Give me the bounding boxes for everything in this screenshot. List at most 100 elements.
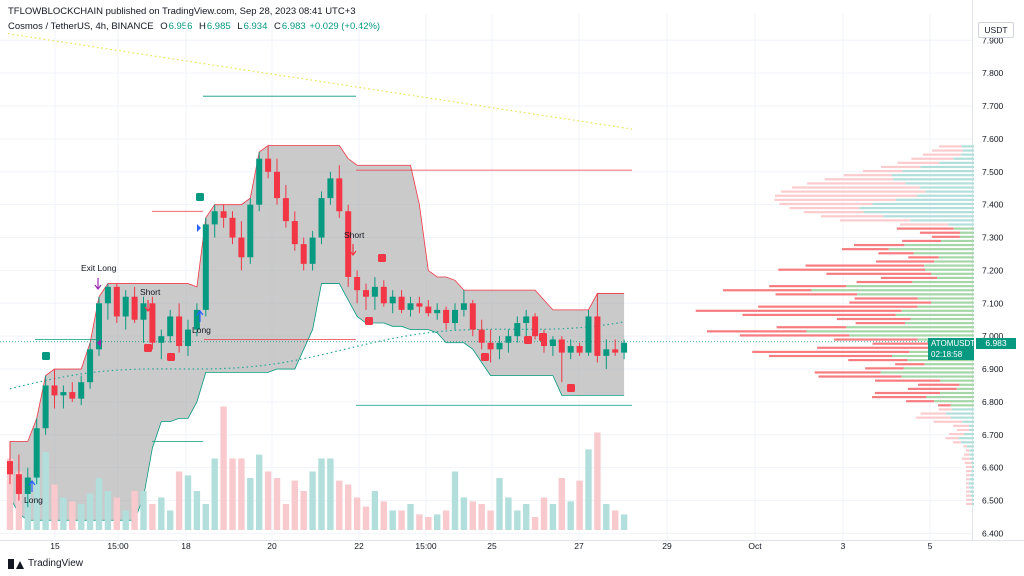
time-axis[interactable]: 15 15:00 18 20 22 15:00 25 27 29 Oct 3 5 (50, 541, 932, 551)
candle-body (300, 244, 307, 264)
time-tick-label: 15:00 (415, 541, 437, 551)
time-tick-label: 25 (487, 541, 497, 551)
volume-profile-bar-down (805, 264, 925, 267)
candle-body (523, 316, 530, 324)
price-tick-label: 7.100 (982, 298, 1004, 308)
volume-profile-bar-down (907, 387, 957, 390)
volume-profile-bar-down (875, 379, 941, 382)
volume-profile-bar-up (888, 248, 974, 251)
volume-bar (6, 458, 14, 530)
volume-bar (576, 480, 583, 530)
volume-profile-bar-down (820, 215, 884, 218)
candle-body (371, 286, 378, 297)
volume-profile-bar-up (846, 326, 974, 329)
price-tick-label: 7.700 (982, 101, 1004, 111)
volume-profile-bar-up (953, 157, 974, 160)
volume-profile-bar-up (907, 359, 974, 362)
volume-profile-bar-up (917, 194, 974, 197)
candle-body (104, 286, 111, 304)
volume-profile-bar-up (912, 280, 974, 284)
volume-profile-bar-up (970, 494, 974, 497)
volume-profile-bar-up (891, 174, 974, 177)
volume-profile-bar-up (969, 453, 974, 456)
volume-profile-bar-up (969, 449, 974, 452)
volume-profile-bar-down (966, 494, 971, 497)
volume-profile-bar-down (881, 165, 921, 169)
volume-profile-bar-up (895, 313, 974, 317)
volume-profile-bar-up (913, 252, 974, 255)
currency-selector[interactable]: USDT (978, 22, 1014, 38)
volume-bar (78, 504, 85, 530)
volume-profile-bar-down (966, 469, 972, 473)
volume-bar (273, 478, 281, 530)
volume-profile-bar-down (908, 256, 939, 259)
candle-body (7, 461, 13, 475)
volume-bar (434, 514, 441, 530)
volume-bar (612, 510, 619, 530)
volume-bar (184, 475, 192, 530)
price-tick-label: 6.500 (982, 496, 1004, 506)
candle-body (594, 316, 601, 356)
candle-body (460, 303, 467, 310)
volume-profile-bar-down (839, 219, 911, 222)
volume-bar (113, 497, 120, 530)
volume-profile-bar-down (792, 186, 920, 189)
volume-profile-bar-down (803, 211, 864, 214)
volume-profile-bar-down (768, 354, 893, 358)
volume-bar (131, 491, 138, 530)
volume-profile-bar-up (959, 235, 974, 238)
volume-profile-bar-up (945, 412, 974, 415)
candle-body (176, 316, 183, 347)
volume-profile-bar-down (953, 441, 961, 444)
volume-profile-bar-up (931, 272, 974, 275)
volume-profile-bar-up (895, 198, 974, 201)
volume-profile-bar-up (924, 264, 974, 267)
volume-profile-bar-down (932, 149, 963, 152)
volume-profile-bar-up (967, 445, 974, 448)
volume-profile-bar-up (925, 268, 974, 271)
open-label: O (160, 21, 168, 32)
volume-profile-bar-down (896, 227, 954, 230)
volume-profile-bar-down (902, 239, 942, 243)
candle-body (532, 316, 539, 337)
volume-bar (42, 452, 49, 530)
volume-profile-bar-down (818, 375, 902, 378)
candle-body (576, 346, 583, 353)
time-tick-label: 15 (50, 541, 60, 551)
volume-bar (175, 471, 183, 530)
volume-bar (229, 458, 236, 530)
volume-profile-bar-down (900, 223, 949, 226)
candle-body (558, 339, 565, 353)
volume-profile-bar-down (723, 289, 812, 292)
volume-bar (149, 504, 156, 530)
sell-signal-icon (567, 384, 575, 392)
candle-body (452, 309, 458, 324)
volume-profile-bar-down (817, 346, 935, 349)
volume-profile-bar-down (938, 408, 952, 411)
time-tick-label: Oct (748, 541, 762, 551)
candle-body (469, 303, 476, 330)
candle-body (229, 217, 236, 238)
volume-profile-bar-down (961, 457, 970, 460)
volume-bar (60, 497, 67, 530)
candle-body (202, 224, 209, 310)
volume-profile-bar-down (966, 502, 972, 506)
volume-profile-bar-up (903, 367, 974, 370)
volume-profile-bar-down (848, 359, 908, 362)
volume-profile-bar-up (962, 149, 974, 152)
volume-profile-bar-down (769, 285, 847, 288)
candle-body (318, 198, 325, 238)
volume-profile-bar-up (859, 206, 974, 210)
price-axis[interactable]: 7.900 7.800 7.700 7.600 7.500 7.400 7.300 7.200… (982, 35, 1004, 538)
candle-body (96, 303, 102, 350)
volume-bar (336, 480, 343, 530)
candle-body (612, 349, 619, 353)
volume-bar (122, 510, 129, 530)
volume-bar (407, 504, 414, 530)
candle-body (541, 336, 547, 347)
candle-body (434, 309, 441, 314)
cloud-area (10, 145, 625, 521)
sell-signal-icon (378, 254, 386, 262)
volume-profile-bar-down (938, 404, 951, 407)
